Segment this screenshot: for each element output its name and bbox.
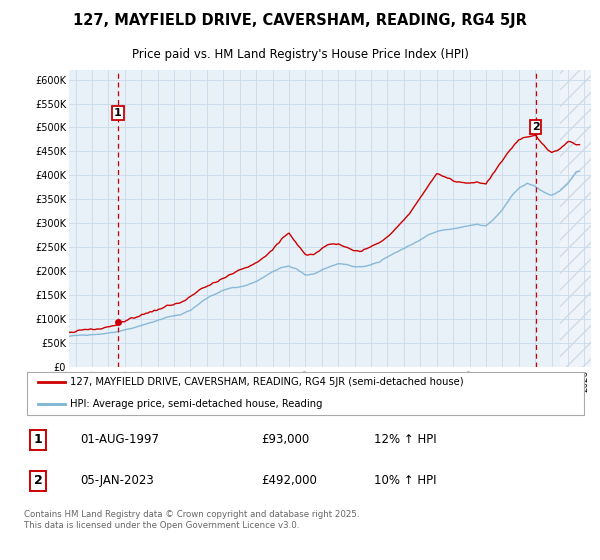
Text: 12% ↑ HPI: 12% ↑ HPI [374,433,436,446]
Text: 05-JAN-2023: 05-JAN-2023 [80,474,154,487]
Text: £93,000: £93,000 [261,433,309,446]
Text: 2: 2 [532,123,539,133]
Text: 1: 1 [114,108,122,118]
Text: Contains HM Land Registry data © Crown copyright and database right 2025.
This d: Contains HM Land Registry data © Crown c… [24,510,359,530]
Text: 01-AUG-1997: 01-AUG-1997 [80,433,160,446]
Text: £492,000: £492,000 [261,474,317,487]
Text: HPI: Average price, semi-detached house, Reading: HPI: Average price, semi-detached house,… [70,399,323,409]
Text: Price paid vs. HM Land Registry's House Price Index (HPI): Price paid vs. HM Land Registry's House … [131,48,469,61]
FancyBboxPatch shape [27,371,584,416]
Text: 1: 1 [34,433,43,446]
Text: 127, MAYFIELD DRIVE, CAVERSHAM, READING, RG4 5JR (semi-detached house): 127, MAYFIELD DRIVE, CAVERSHAM, READING,… [70,377,464,388]
Text: 2: 2 [34,474,43,487]
Bar [560,70,591,367]
Text: 127, MAYFIELD DRIVE, CAVERSHAM, READING, RG4 5JR: 127, MAYFIELD DRIVE, CAVERSHAM, READING,… [73,13,527,29]
Text: 10% ↑ HPI: 10% ↑ HPI [374,474,436,487]
Bar [560,70,591,367]
